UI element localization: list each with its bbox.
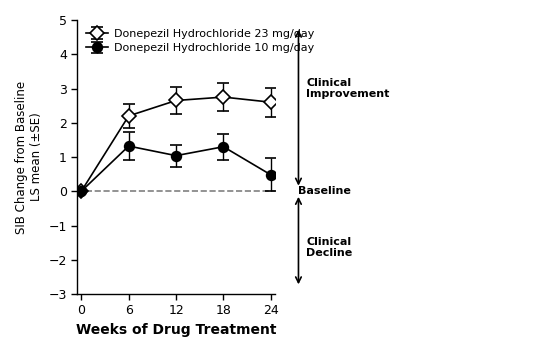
Legend: Donepezil Hydrochloride 23 mg/day, Donepezil Hydrochloride 10 mg/day: Donepezil Hydrochloride 23 mg/day, Donep… [83,26,318,57]
Y-axis label: SIB Change from Baseline
LS mean (±SE): SIB Change from Baseline LS mean (±SE) [15,81,43,234]
Text: Clinical
Improvement: Clinical Improvement [306,78,390,99]
Text: Clinical
Decline: Clinical Decline [306,237,353,258]
Text: Baseline: Baseline [299,186,351,196]
X-axis label: Weeks of Drug Treatment: Weeks of Drug Treatment [76,323,277,337]
